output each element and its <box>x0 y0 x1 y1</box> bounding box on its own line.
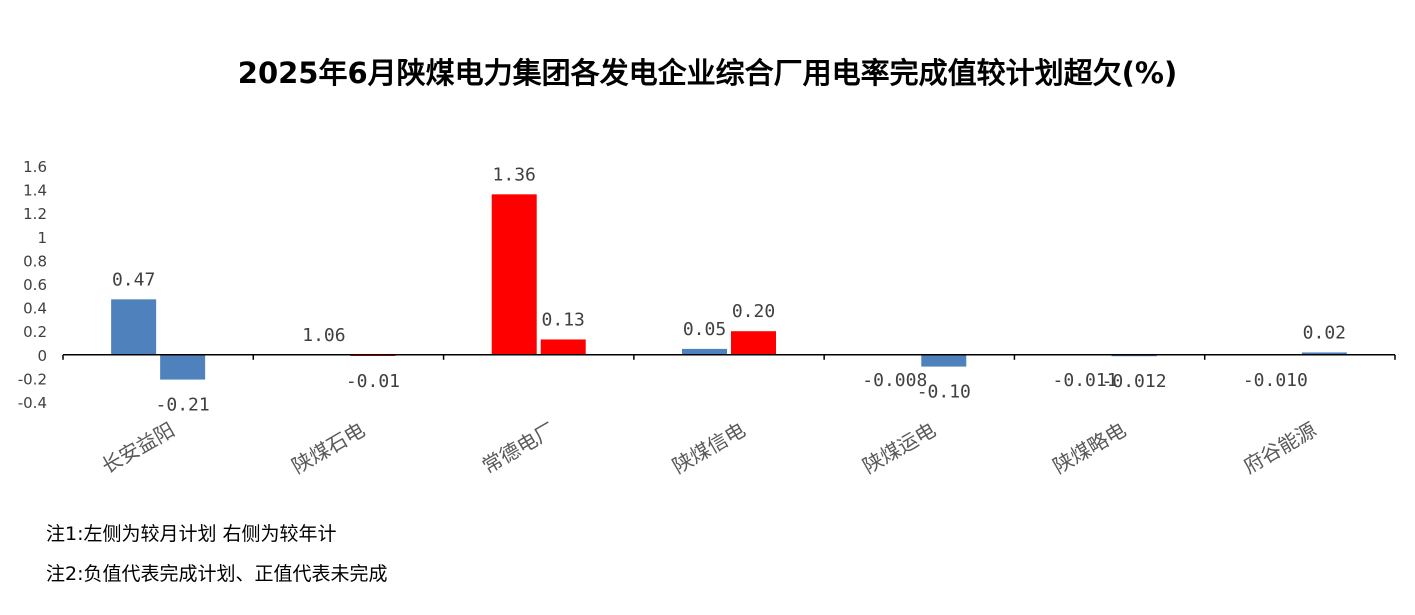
data-label: -0.21 <box>156 395 210 416</box>
y-tick-label: 0.8 <box>23 252 47 270</box>
y-tick-label: 0.6 <box>23 276 47 294</box>
data-label: -0.01 <box>346 371 400 392</box>
bar <box>682 348 727 355</box>
data-label: 0.13 <box>542 309 585 330</box>
y-tick-label: 0.4 <box>23 300 47 318</box>
y-tick-label: 1.6 <box>23 158 47 176</box>
bar <box>921 354 967 367</box>
y-tick-label: -0.4 <box>18 394 47 412</box>
data-label: -0.008 <box>862 370 927 391</box>
y-tick-label: -0.2 <box>18 370 47 388</box>
y-tick-label: 0.2 <box>23 323 47 341</box>
bar <box>160 354 206 380</box>
data-label: -0.011 <box>1053 370 1118 391</box>
y-tick-label: 1 <box>37 229 47 247</box>
note-1: 注1:左侧为较月计划 右侧为较年计 <box>46 523 337 545</box>
note-2: 注2:负值代表完成计划、正值代表未完成 <box>46 563 388 585</box>
category-label: 陕煤略电 <box>1049 418 1130 479</box>
category-label: 长安益阳 <box>97 418 178 479</box>
category-label: 陕煤石电 <box>288 418 369 479</box>
data-label: -0.10 <box>917 382 971 403</box>
data-label: -0.010 <box>1243 370 1308 391</box>
bar <box>491 194 537 355</box>
bar-chart: -0.4 -0.2 0 0.2 0.4 0.6 0.8 1 1.2 1.4 1.6 0.47 1.06… <box>18 158 1396 479</box>
chart-title: 2025年6月陕煤电力集团各发电企业综合厂用电率完成值较计划超欠(%) <box>237 56 1178 90</box>
data-label-group: 0.47 1.06 1.36 0.05 -0.008 -0.011 -0.010 -0.21 -… <box>112 164 1346 415</box>
data-label: 0.20 <box>732 301 775 322</box>
data-label: 0.05 <box>683 319 726 340</box>
y-tick-label: 1.2 <box>23 205 47 223</box>
category-label: 府谷能源 <box>1239 418 1320 479</box>
category-label: 陕煤信电 <box>668 418 749 479</box>
data-label: 1.36 <box>493 164 536 185</box>
bar <box>111 299 157 355</box>
data-label: -0.012 <box>1102 371 1167 392</box>
x-axis <box>62 354 1396 360</box>
bar <box>731 331 776 355</box>
bar <box>1301 352 1347 355</box>
y-tick-label: 0 <box>37 347 47 365</box>
y-axis-ticks: -0.4 -0.2 0 0.2 0.4 0.6 0.8 1 1.2 1.4 1.6 <box>18 158 47 412</box>
data-label: 1.06 <box>302 325 345 346</box>
bar-group <box>111 194 1347 380</box>
category-label-group: 长安益阳 陕煤石电 常德电厂 陕煤信电 陕煤运电 陕煤略电 府谷能源 <box>97 418 1320 479</box>
data-label: 0.02 <box>1303 322 1346 343</box>
bar <box>540 339 586 355</box>
category-label: 常德电厂 <box>478 418 559 479</box>
y-tick-label: 1.4 <box>23 182 47 200</box>
data-label: 0.47 <box>112 269 155 290</box>
category-label: 陕煤运电 <box>859 418 940 479</box>
